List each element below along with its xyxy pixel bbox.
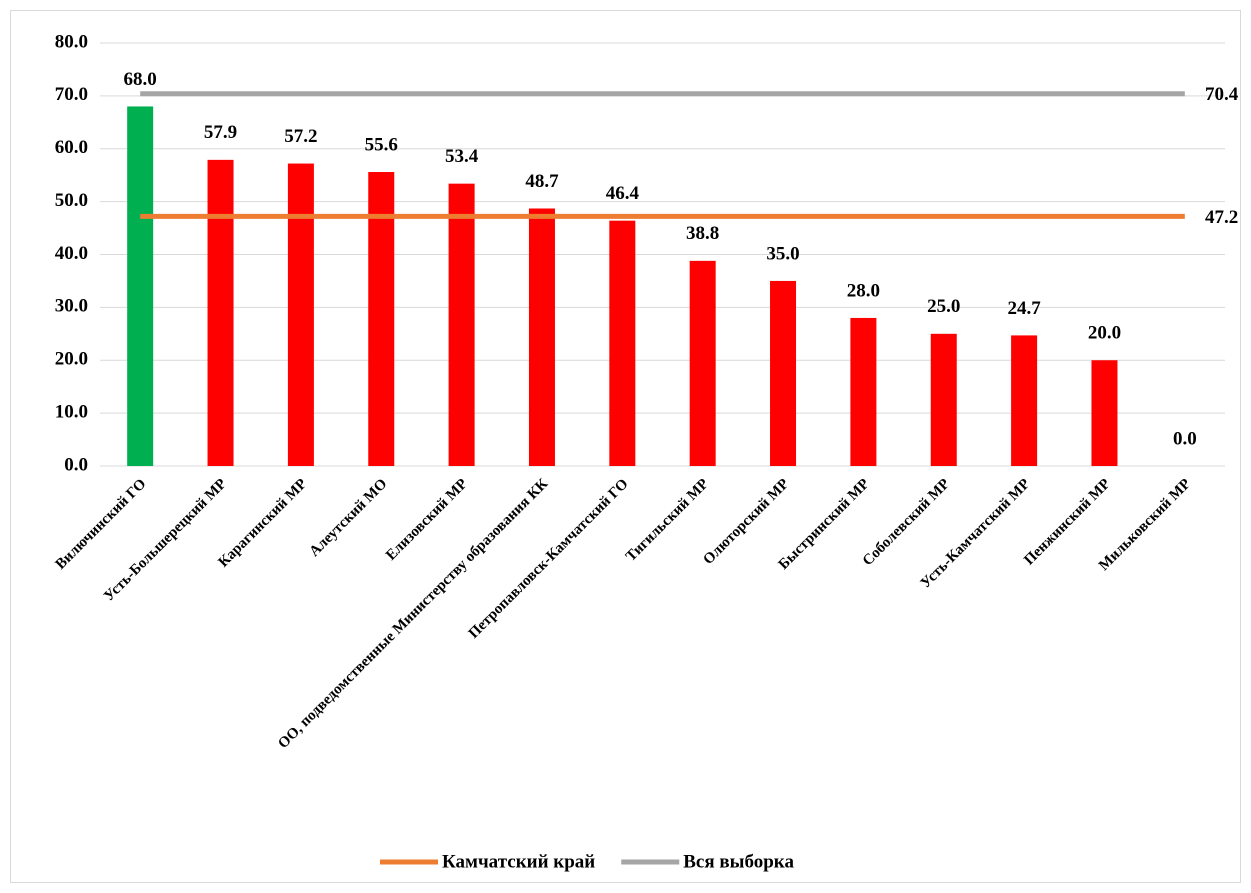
bar — [1011, 335, 1038, 466]
legend-label: Камчатский край — [442, 851, 595, 872]
value-label: 0.0 — [1173, 428, 1197, 449]
bar — [689, 260, 716, 466]
value-label: 20.0 — [1088, 323, 1121, 344]
bar — [1091, 360, 1118, 466]
bar — [448, 183, 475, 466]
reference-label: 70.4 — [1205, 84, 1239, 105]
value-label: 35.0 — [766, 243, 799, 264]
bar — [850, 317, 877, 466]
value-label: 48.7 — [525, 171, 559, 192]
bar — [770, 280, 797, 466]
bar — [930, 333, 957, 466]
y-tick-label: 10.0 — [55, 401, 88, 422]
value-label: 24.7 — [1007, 298, 1041, 319]
value-label: 46.4 — [606, 183, 640, 204]
y-tick-label: 60.0 — [55, 137, 88, 158]
y-tick-label: 30.0 — [55, 296, 88, 317]
value-label: 68.0 — [124, 69, 157, 90]
bar — [368, 172, 395, 466]
value-label: 55.6 — [365, 134, 398, 155]
bar — [609, 220, 636, 466]
reference-label: 47.2 — [1205, 207, 1238, 228]
y-tick-label: 80.0 — [55, 31, 88, 52]
value-label: 25.0 — [927, 296, 960, 317]
y-tick-label: 70.0 — [55, 84, 88, 105]
y-tick-label: 40.0 — [55, 243, 88, 264]
bar — [528, 208, 555, 466]
y-tick-label: 50.0 — [55, 190, 88, 211]
value-label: 28.0 — [847, 280, 880, 301]
value-label: 57.2 — [284, 126, 317, 147]
bar — [127, 106, 154, 466]
value-label: 57.9 — [204, 122, 237, 143]
bar — [287, 163, 314, 466]
legend-label: Вся выборка — [683, 851, 794, 872]
value-label: 38.8 — [686, 223, 719, 244]
y-tick-label: 20.0 — [55, 349, 88, 370]
y-tick-label: 0.0 — [64, 454, 88, 475]
bar — [207, 159, 234, 466]
value-label: 53.4 — [445, 146, 479, 167]
